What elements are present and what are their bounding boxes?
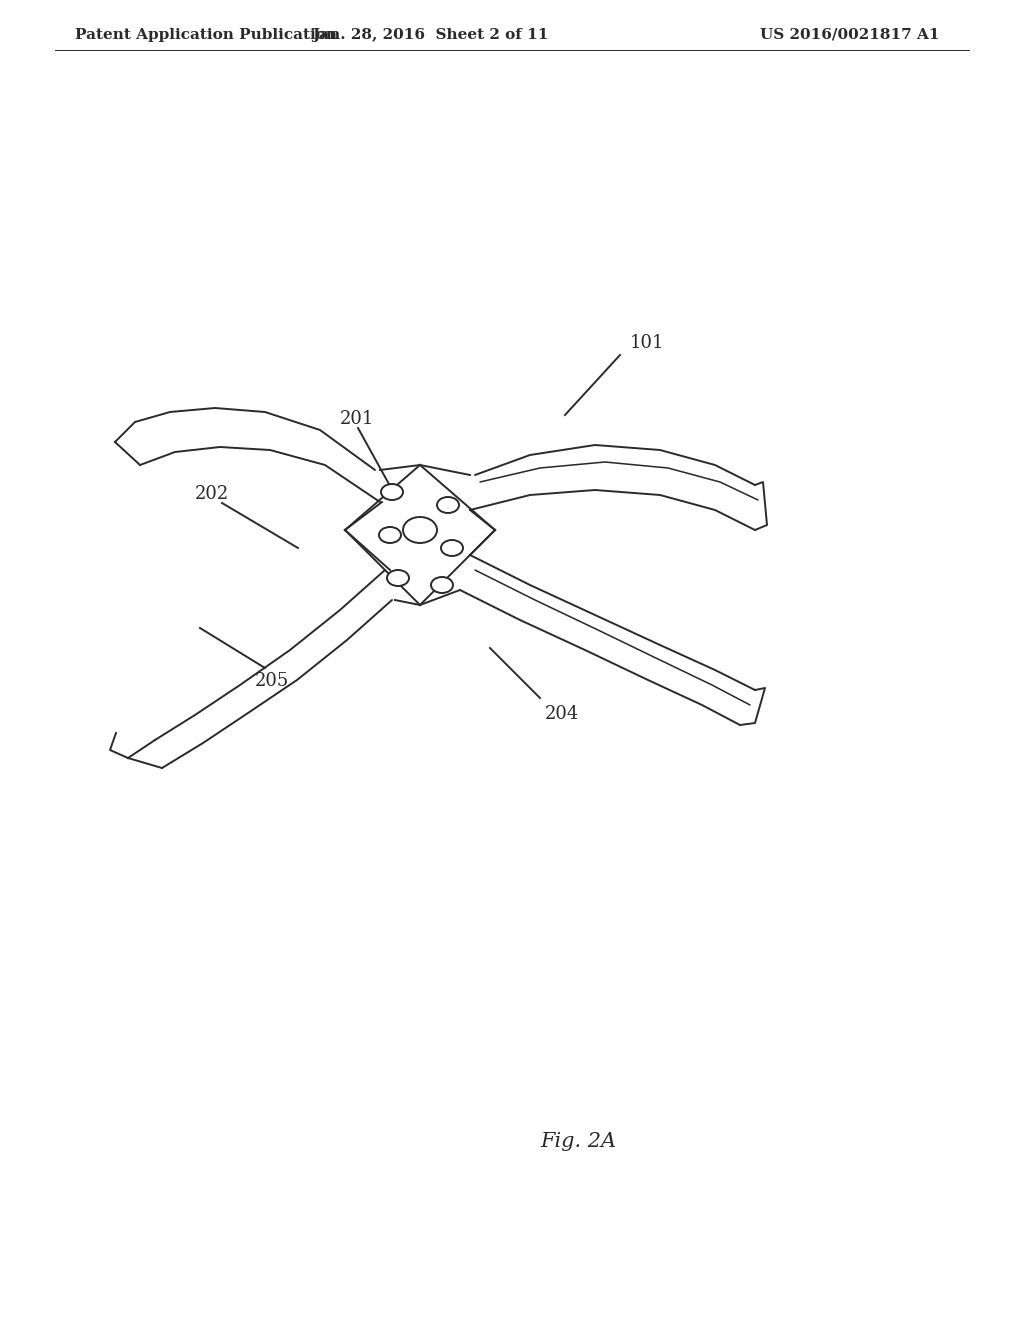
Text: 101: 101 bbox=[630, 334, 665, 352]
Text: Patent Application Publication: Patent Application Publication bbox=[75, 28, 337, 42]
Text: 202: 202 bbox=[195, 484, 229, 503]
Text: 205: 205 bbox=[255, 672, 289, 690]
Ellipse shape bbox=[381, 484, 403, 500]
Text: US 2016/0021817 A1: US 2016/0021817 A1 bbox=[760, 28, 939, 42]
Text: Fig. 2A: Fig. 2A bbox=[541, 1133, 616, 1151]
Text: Jan. 28, 2016  Sheet 2 of 11: Jan. 28, 2016 Sheet 2 of 11 bbox=[312, 28, 548, 42]
Ellipse shape bbox=[387, 570, 409, 586]
Ellipse shape bbox=[441, 540, 463, 556]
Ellipse shape bbox=[437, 498, 459, 513]
Ellipse shape bbox=[403, 517, 437, 543]
Text: 204: 204 bbox=[545, 705, 580, 723]
Ellipse shape bbox=[431, 577, 453, 593]
Text: 201: 201 bbox=[340, 411, 375, 428]
Ellipse shape bbox=[379, 527, 401, 543]
